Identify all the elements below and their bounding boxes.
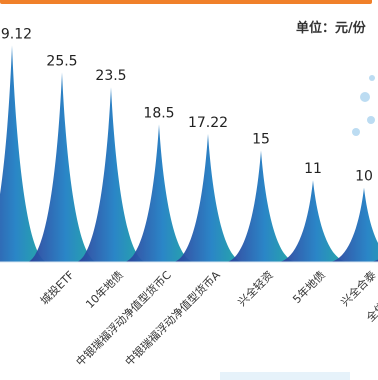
category-label: 中银瑞福浮动净值型货币C (73, 268, 174, 369)
category-label: 兴全合泰 (338, 268, 378, 309)
value-label: 29.12 (0, 26, 32, 42)
value-label: 23.5 (95, 68, 126, 84)
category-label: 中银瑞福浮动净值型货币A (122, 268, 223, 369)
value-label: 11 (304, 161, 322, 177)
chart-peak (174, 133, 242, 262)
category-label: 5年地债 (290, 268, 328, 306)
value-label: 25.5 (46, 53, 77, 69)
chart-peak (0, 45, 46, 262)
unit-label: 单位：元/份 (296, 21, 366, 36)
chart-peak (28, 72, 96, 262)
value-label: 18.5 (143, 105, 174, 121)
value-label: 10 (355, 169, 373, 185)
chart-peak (330, 187, 378, 262)
decor-dot (369, 75, 375, 81)
decor-dot (360, 92, 370, 102)
decor-strip (220, 372, 350, 380)
value-label: 15 (252, 131, 270, 147)
category-label: 城投ETF (37, 268, 77, 308)
chart-peak (371, 259, 378, 262)
chart-peak (77, 87, 145, 262)
chart-peak (125, 124, 193, 262)
chart-title-fragment (0, 0, 378, 9)
category-label: 兴全轻资 (235, 268, 276, 309)
decor-dot (352, 128, 360, 136)
chart-peak (279, 180, 347, 262)
chart-peak (227, 150, 295, 262)
category-label: 10年地债 (83, 268, 126, 311)
value-label: 17.22 (188, 115, 228, 131)
decor-dot (367, 116, 375, 124)
